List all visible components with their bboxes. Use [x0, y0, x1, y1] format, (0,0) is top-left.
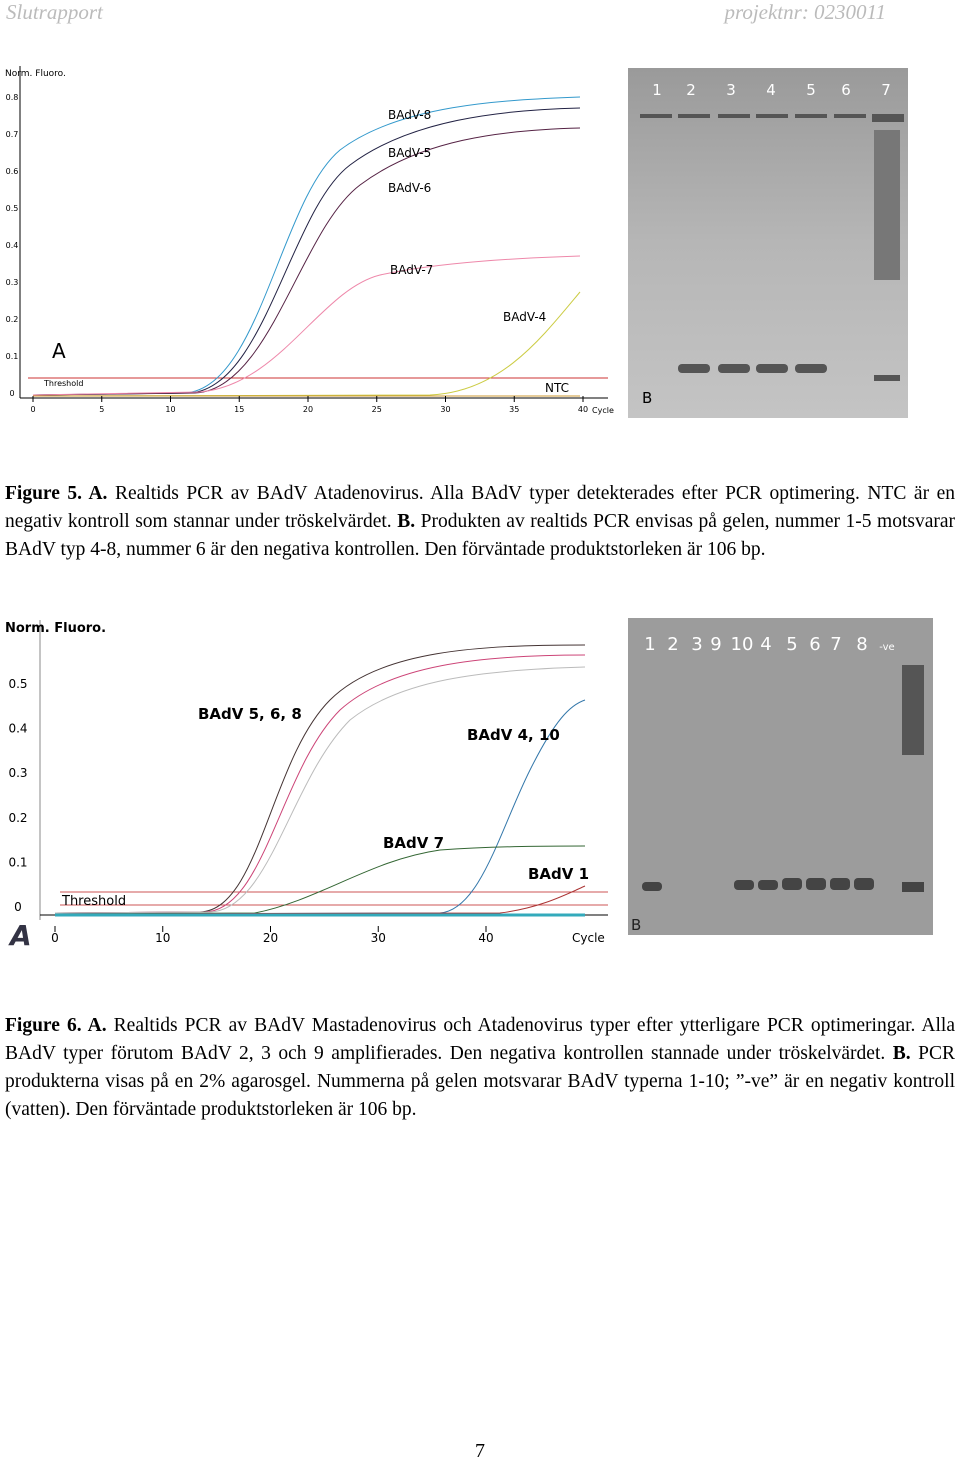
threshold-label: Threshold — [43, 379, 83, 388]
figure-5: Norm. Fluoro. A Threshold Cycle BAdV-8 B… — [5, 66, 908, 418]
curve — [54, 666, 586, 914]
panel-label: B — [631, 916, 641, 934]
figure-6: Norm. Fluoro. A Threshold Cycle BAdV 5, … — [5, 618, 933, 952]
x-tick-label: 30 — [440, 405, 450, 414]
caption-label: B. — [397, 511, 416, 532]
y-axis-label: Norm. Fluoro. — [5, 69, 66, 79]
gel-bands — [642, 665, 924, 892]
gel-image — [628, 68, 908, 418]
curve-label: BAdV-7 — [390, 263, 433, 277]
x-tick-label: 40 — [578, 405, 588, 414]
y-tick-label: 0.1 — [8, 855, 27, 869]
curve-label: BAdV-5 — [388, 146, 431, 160]
x-tick-label: 0 — [30, 405, 35, 414]
caption-text: PCR produkterna visas på en 2% agarosgel… — [5, 1043, 955, 1120]
header-left: Slutrapport — [6, 0, 103, 24]
lane-label: 3 — [726, 81, 736, 99]
curve-label: BAdV 5, 6, 8 — [198, 705, 302, 723]
gel-bands — [640, 114, 904, 381]
lane-label: 3 — [691, 634, 702, 655]
lane-label: 5 — [786, 634, 797, 655]
curve — [54, 654, 586, 914]
curve — [32, 255, 581, 396]
x-tick-label: 15 — [234, 405, 244, 414]
y-tick-label: 0.4 — [8, 722, 27, 736]
lane-label: 10 — [731, 634, 754, 655]
gel-image — [628, 618, 933, 935]
lane-label: 6 — [841, 81, 851, 99]
y-tick-label: 0 — [14, 900, 22, 914]
x-tick-label: 30 — [371, 931, 386, 945]
x-tick-label: 35 — [509, 405, 519, 414]
caption-label: B. — [892, 1043, 911, 1064]
x-tick-label: 0 — [51, 931, 59, 945]
y-tick-label: 0.6 — [6, 167, 19, 176]
curve — [32, 107, 581, 396]
x-tick-label: 10 — [155, 931, 170, 945]
curve — [54, 845, 586, 915]
caption-text: Realtids PCR av BAdV Atadenovirus. Alla … — [5, 483, 956, 532]
y-tick-label: 0.1 — [6, 352, 19, 361]
y-tick-label: 0.8 — [6, 93, 19, 102]
curve — [54, 699, 586, 915]
lane-label: 1 — [652, 81, 662, 99]
curve — [32, 127, 581, 396]
x-axis-label: Cycle — [592, 406, 614, 415]
y-axis-label: Norm. Fluoro. — [5, 621, 106, 636]
x-tick-label: 25 — [372, 405, 382, 414]
lane-label: 2 — [686, 81, 696, 99]
lane-label: 4 — [766, 81, 776, 99]
curve-label: BAdV 4, 10 — [467, 726, 560, 744]
y-tick-label: 0.3 — [6, 278, 19, 287]
y-tick-label: 0.2 — [6, 315, 19, 324]
panel-label: A — [8, 919, 32, 952]
curve-label: BAdV-6 — [388, 181, 431, 195]
y-tick-label: 0.3 — [8, 766, 27, 780]
curve — [32, 96, 581, 396]
lane-label: -ve — [879, 642, 894, 653]
curve-label: NTC — [545, 381, 569, 395]
caption-label: Figure 5. A. — [5, 483, 108, 504]
panel-label: A — [52, 339, 66, 363]
lane-label: 7 — [830, 634, 841, 655]
caption-text: Produkten av realtids PCR envisas på gel… — [5, 511, 956, 560]
curve — [54, 885, 586, 915]
header-right: projektnr: 0230011 — [724, 0, 886, 24]
lane-label: 7 — [881, 81, 891, 99]
y-tick-label: 0.2 — [8, 811, 27, 825]
lane-label: 4 — [760, 634, 771, 655]
y-tick-label: 0.7 — [6, 130, 19, 139]
caption-label: Figure 6. A. — [5, 1015, 107, 1036]
curve — [54, 644, 586, 914]
lane-label: 5 — [806, 81, 816, 99]
lane-label: 2 — [667, 634, 678, 655]
x-tick-label: 5 — [99, 405, 104, 414]
x-tick-label: 20 — [263, 931, 278, 945]
curve-label: BAdV 1 — [528, 865, 589, 883]
lane-label: 1 — [644, 634, 655, 655]
curve — [32, 291, 581, 397]
panel-label: B — [642, 389, 652, 407]
lane-label: 6 — [809, 634, 820, 655]
curve-label: BAdV-8 — [388, 108, 431, 122]
curve-label: BAdV 7 — [383, 834, 444, 852]
y-tick-label: 0 — [9, 389, 14, 398]
curve-label: BAdV-4 — [503, 310, 546, 324]
x-tick-label: 10 — [165, 405, 175, 414]
lane-label: 8 — [856, 634, 867, 655]
threshold-label: Threshold — [61, 894, 126, 909]
page-number: 7 — [475, 1440, 485, 1462]
y-tick-label: 0.5 — [6, 204, 19, 213]
caption: Figure 6. A. Realtids PCR av BAdV Mastad… — [5, 1012, 955, 1124]
x-axis-label: Cycle — [572, 931, 605, 945]
caption-text: Realtids PCR av BAdV Mastadenovirus och … — [5, 1015, 955, 1064]
y-tick-label: 0.5 — [8, 677, 27, 691]
x-tick-label: 40 — [478, 931, 493, 945]
x-tick-label: 20 — [303, 405, 313, 414]
y-tick-label: 0.4 — [6, 241, 19, 250]
caption: Figure 5. A. Realtids PCR av BAdV Ataden… — [5, 480, 955, 564]
lane-label: 9 — [710, 634, 721, 655]
